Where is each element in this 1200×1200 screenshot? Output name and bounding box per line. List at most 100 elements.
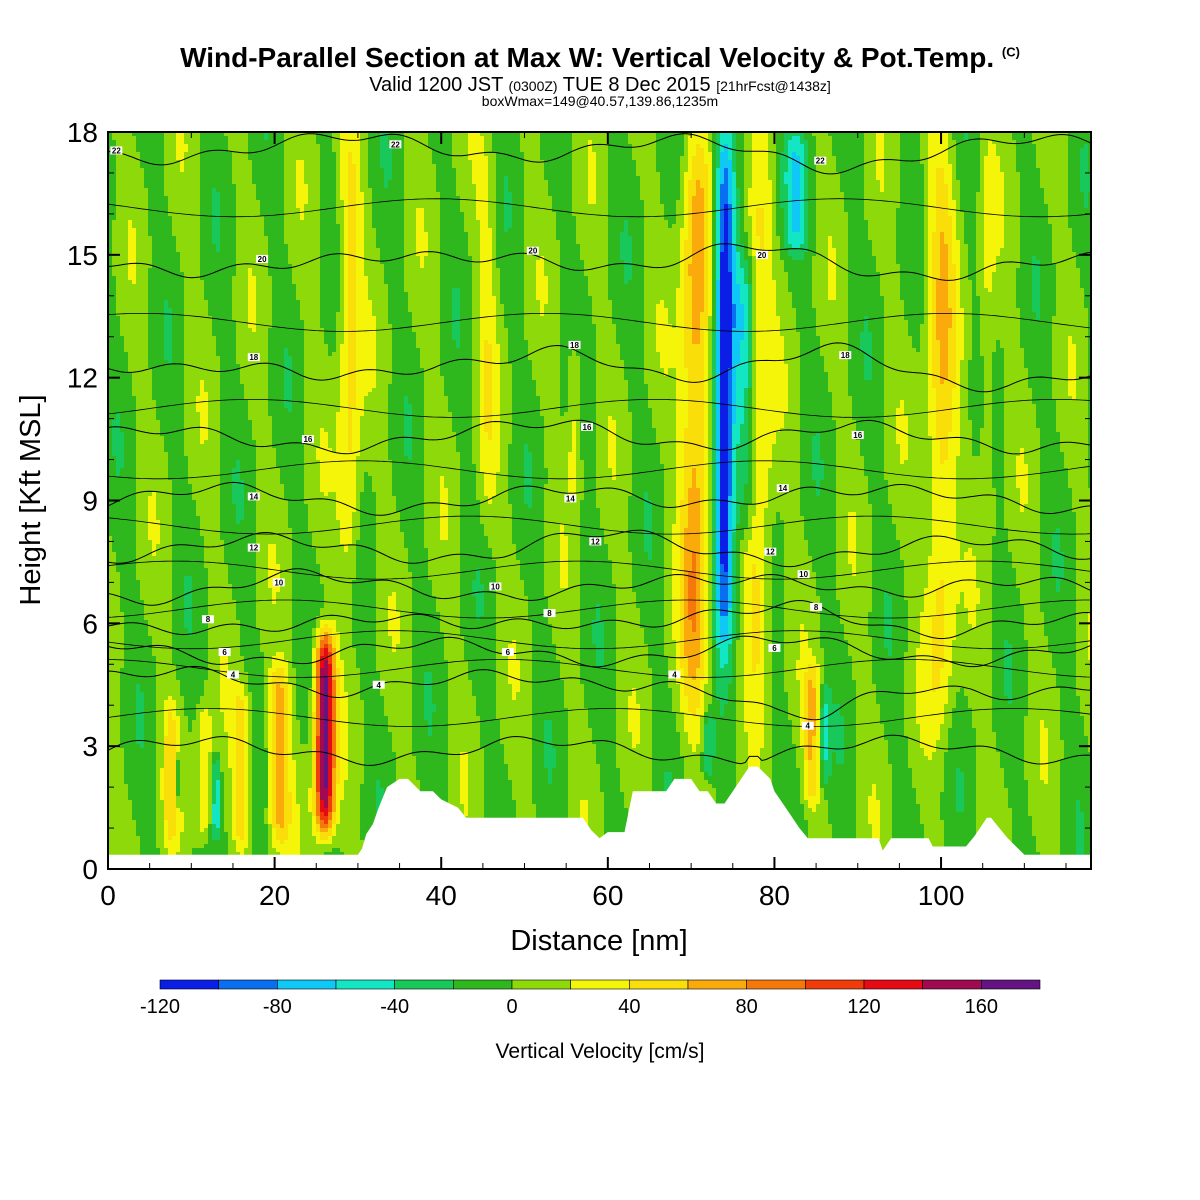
- field-cell: [112, 168, 117, 173]
- field-cell: [116, 400, 121, 405]
- field-cell: [116, 168, 121, 173]
- field-cell: [112, 568, 117, 573]
- field-cell: [116, 472, 121, 477]
- field-cell: [120, 136, 125, 141]
- field-cell: [112, 548, 117, 553]
- field-cell: [112, 772, 117, 777]
- field-cell: [116, 436, 121, 441]
- field-cell: [116, 456, 121, 461]
- field-cell: [120, 644, 125, 649]
- field-cell: [120, 544, 125, 549]
- field-cell: [120, 444, 125, 449]
- field-cell: [116, 356, 121, 361]
- field-cell: [116, 724, 121, 729]
- field-cell: [116, 812, 121, 817]
- field-cell: [116, 468, 121, 473]
- field-cell: [120, 360, 125, 365]
- field-cell: [120, 288, 125, 293]
- field-cell: [112, 756, 117, 761]
- field-cell: [120, 752, 125, 757]
- field-cell: [116, 676, 121, 681]
- field-cell: [120, 240, 125, 245]
- field-cell: [116, 704, 121, 709]
- field-cell: [112, 672, 117, 677]
- field-cell: [120, 604, 125, 609]
- field-cell: [116, 236, 121, 241]
- field-cell: [120, 344, 125, 349]
- field-cell: [112, 560, 117, 565]
- field-cell: [112, 424, 117, 429]
- field-cell: [112, 704, 117, 709]
- field-cell: [120, 228, 125, 233]
- field-cell: [116, 184, 121, 189]
- field-cell: [112, 640, 117, 645]
- field-cell: [112, 600, 117, 605]
- field-cell: [112, 544, 117, 549]
- field-cell: [112, 508, 117, 513]
- field-cell: [120, 260, 125, 265]
- field-cell: [120, 588, 125, 593]
- field-cell: [116, 528, 121, 533]
- field-cell: [116, 820, 121, 825]
- field-cell: [112, 188, 117, 193]
- field-cell: [112, 488, 117, 493]
- field-cell: [116, 408, 121, 413]
- field-cell: [120, 760, 125, 765]
- field-cell: [116, 288, 121, 293]
- field-cell: [112, 196, 117, 201]
- field-cell: [120, 432, 125, 437]
- field-cell: [112, 384, 117, 389]
- field-cell: [116, 612, 121, 617]
- field-cell: [120, 508, 125, 513]
- field-cell: [120, 728, 125, 733]
- field-cell: [120, 160, 125, 165]
- field-cell: [116, 276, 121, 281]
- field-cell: [120, 532, 125, 537]
- field-cell: [120, 808, 125, 813]
- field-cell: [116, 520, 121, 525]
- field-cell: [112, 248, 117, 253]
- field-cell: [112, 192, 117, 197]
- field-cell: [116, 568, 121, 573]
- field-cell: [112, 796, 117, 801]
- field-cell: [120, 168, 125, 173]
- field-cell: [112, 220, 117, 225]
- field-cell: [112, 396, 117, 401]
- field-cell: [120, 764, 125, 769]
- field-cell: [120, 804, 125, 809]
- field-cell: [116, 296, 121, 301]
- field-cell: [120, 512, 125, 517]
- field-cell: [112, 820, 117, 825]
- field-cell: [120, 780, 125, 785]
- field-cell: [120, 300, 125, 305]
- field-cell: [116, 844, 121, 849]
- field-cell: [116, 364, 121, 369]
- field-cell: [120, 380, 125, 385]
- field-cell: [116, 776, 121, 781]
- field-cell: [112, 608, 117, 613]
- field-cell: [112, 136, 117, 141]
- field-cell: [112, 748, 117, 753]
- field-cell: [112, 780, 117, 785]
- field-cell: [116, 512, 121, 517]
- field-cell: [112, 764, 117, 769]
- field-cell: [120, 272, 125, 277]
- field-cell: [116, 632, 121, 637]
- field-cell: [116, 760, 121, 765]
- field-cell: [120, 516, 125, 521]
- field-cell: [116, 716, 121, 721]
- field-cell: [120, 140, 125, 145]
- field-cell: [116, 380, 121, 385]
- field-cell: [120, 564, 125, 569]
- field-cell: [112, 296, 117, 301]
- field-cell: [120, 536, 125, 541]
- field-cell: [116, 256, 121, 261]
- field-cell: [112, 360, 117, 365]
- field-cell: [112, 576, 117, 581]
- field-cell: [120, 776, 125, 781]
- field-cell: [116, 572, 121, 577]
- field-cell: [112, 596, 117, 601]
- field-cell: [116, 636, 121, 641]
- field-cell: [112, 160, 117, 165]
- field-cell: [116, 328, 121, 333]
